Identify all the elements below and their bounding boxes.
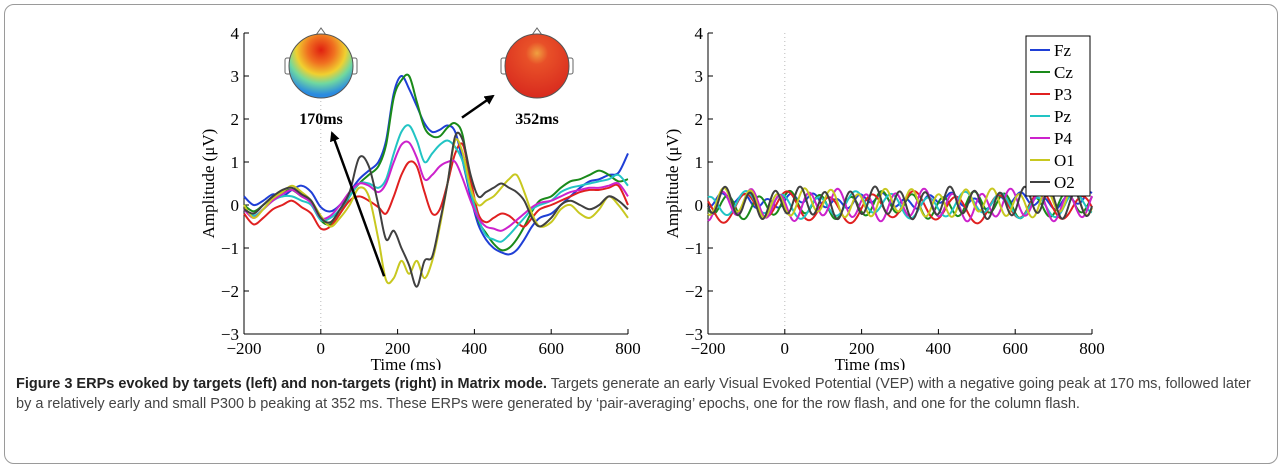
head-nose — [531, 27, 543, 36]
annotation-352ms-label: 352ms — [515, 111, 559, 128]
figure-caption: Figure 3 ERPs evoked by targets (left) a… — [16, 374, 1266, 414]
targets-panel: −3 −2 −1 0 1 2 3 4 −200 0 200 400 600 800 Time (ms) Amp… — [199, 24, 641, 370]
legend-label-o1: O1 — [1054, 151, 1075, 170]
y-tick-label: 3 — [231, 67, 240, 86]
x-tick-label: 800 — [615, 339, 641, 358]
y-tick-label: 4 — [231, 24, 240, 43]
y-axis-label: Amplitude (μV) — [663, 129, 682, 239]
x-tick-label: 200 — [385, 339, 411, 358]
series-line-o1 — [243, 138, 629, 285]
chart-legend: Fz Cz P3 Pz P4 O1 O2 — [1025, 35, 1091, 197]
series-line-cz — [243, 73, 629, 252]
series-line-o1 — [707, 186, 1093, 219]
x-tick-label: 800 — [1079, 339, 1105, 358]
y-tick-label: −2 — [221, 282, 239, 301]
legend-label-fz: Fz — [1054, 41, 1071, 60]
series-line-p3 — [243, 142, 629, 231]
legend-label-p4: P4 — [1054, 129, 1072, 148]
x-tick-label: 600 — [1002, 339, 1028, 358]
annotation-170ms-label: 170ms — [299, 111, 343, 128]
x-tick-label: −200 — [226, 339, 261, 358]
x-tick-label: 0 — [781, 339, 790, 358]
y-tick-label: 0 — [695, 196, 704, 215]
y-axis-label: Amplitude (μV) — [199, 129, 218, 239]
legend-label-pz: Pz — [1054, 107, 1071, 126]
scalp-map-352ms — [500, 27, 574, 99]
x-axis-label: Time (ms) — [835, 355, 906, 370]
y-tick-label: 1 — [695, 153, 704, 172]
x-tick-label: 400 — [926, 339, 952, 358]
y-tick-label: 4 — [695, 24, 704, 43]
head-scalp — [504, 33, 570, 99]
annotation-352ms-arrow — [461, 94, 495, 119]
y-tick-label: 2 — [695, 110, 704, 129]
non-targets-panel: −3 −2 −1 0 1 2 3 4 −200 0 200 400 600 800 Time (ms) Amp… — [663, 24, 1105, 370]
x-axis-label: Time (ms) — [371, 355, 442, 370]
x-tick-label: 400 — [462, 339, 488, 358]
series-line-pz — [243, 124, 629, 243]
y-tick-label: −2 — [685, 282, 703, 301]
y-tick-label: −1 — [221, 239, 239, 258]
y-tick-label: 3 — [695, 67, 704, 86]
y-tick-label: 1 — [231, 153, 240, 172]
legend-label-cz: Cz — [1054, 63, 1073, 82]
y-tick-label: 0 — [231, 196, 240, 215]
annotation-170ms-arrow — [330, 131, 386, 277]
y-tick-label: 2 — [231, 110, 240, 129]
y-tick-label: −3 — [221, 325, 239, 344]
legend-label-p3: P3 — [1054, 85, 1072, 104]
caption-text: Targets generate an early Visual Evoked … — [16, 376, 1251, 412]
y-tick-label: −3 — [685, 325, 703, 344]
series-line-o2 — [243, 131, 629, 288]
x-tick-label: 600 — [538, 339, 564, 358]
y-tick-label: −1 — [685, 239, 703, 258]
scalp-map-170ms — [284, 27, 358, 99]
legend-label-o2: O2 — [1054, 173, 1075, 192]
caption-label: Figure 3 ERPs evoked by targets (left) a… — [16, 376, 547, 392]
head-scalp — [288, 33, 354, 99]
x-tick-label: −200 — [690, 339, 725, 358]
x-tick-label: 0 — [317, 339, 326, 358]
x-tick-label: 200 — [849, 339, 875, 358]
series-line-fz — [243, 75, 629, 256]
head-nose — [315, 27, 327, 36]
